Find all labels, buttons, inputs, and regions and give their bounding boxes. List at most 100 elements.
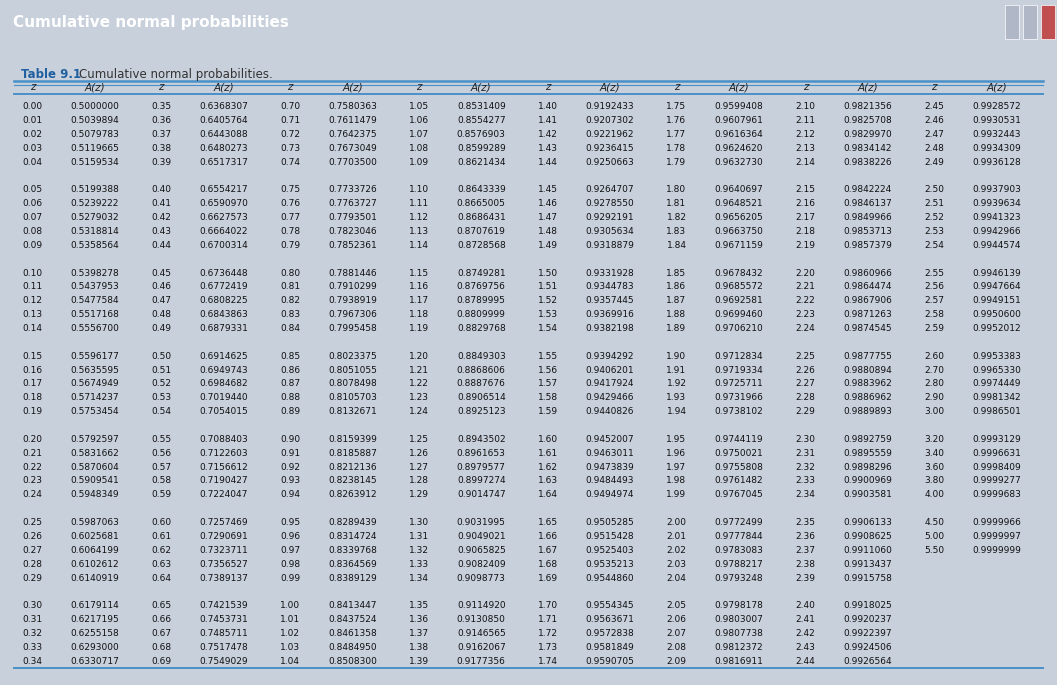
Text: 2.18: 2.18 — [795, 227, 815, 236]
Text: A(z): A(z) — [342, 82, 363, 92]
Text: 0.6330717: 0.6330717 — [71, 657, 119, 666]
Text: 0.18: 0.18 — [22, 393, 42, 402]
Text: 0.5714237: 0.5714237 — [71, 393, 119, 402]
Text: 0.08: 0.08 — [22, 227, 42, 236]
Text: 0.5987063: 0.5987063 — [71, 518, 119, 527]
Text: 1.86: 1.86 — [666, 282, 687, 291]
Text: 1.35: 1.35 — [409, 601, 429, 610]
Text: 0.9484493: 0.9484493 — [586, 477, 634, 486]
Text: 0.94: 0.94 — [280, 490, 300, 499]
Text: 0.20: 0.20 — [22, 435, 42, 444]
Text: 2.38: 2.38 — [795, 560, 815, 569]
Text: 5.50: 5.50 — [924, 546, 944, 555]
Text: 2.16: 2.16 — [795, 199, 815, 208]
Text: 0.9928572: 0.9928572 — [972, 102, 1021, 111]
Text: 2.53: 2.53 — [924, 227, 944, 236]
Bar — [1005, 5, 1019, 39]
Text: 1.25: 1.25 — [409, 435, 429, 444]
Text: 1.39: 1.39 — [409, 657, 429, 666]
Text: 0.9816911: 0.9816911 — [715, 657, 763, 666]
Text: 1.95: 1.95 — [666, 435, 687, 444]
Text: 0.9494974: 0.9494974 — [586, 490, 634, 499]
Text: 0.8707619: 0.8707619 — [457, 227, 505, 236]
Text: 0.6405764: 0.6405764 — [200, 116, 248, 125]
Text: 0.7995458: 0.7995458 — [328, 324, 376, 333]
Text: 1.64: 1.64 — [538, 490, 558, 499]
Text: 0.7290691: 0.7290691 — [199, 532, 248, 541]
Text: 1.77: 1.77 — [666, 130, 687, 139]
Text: 1.44: 1.44 — [538, 158, 558, 166]
Text: 2.12: 2.12 — [795, 130, 815, 139]
Text: 2.14: 2.14 — [795, 158, 815, 166]
Text: 0.9114920: 0.9114920 — [457, 601, 505, 610]
Text: 2.29: 2.29 — [795, 407, 815, 416]
Text: 0.9903581: 0.9903581 — [843, 490, 892, 499]
Text: 0.7257469: 0.7257469 — [200, 518, 248, 527]
Text: 0.5556700: 0.5556700 — [71, 324, 119, 333]
Text: 1.81: 1.81 — [666, 199, 687, 208]
Text: 1.87: 1.87 — [666, 297, 687, 306]
Text: 1.97: 1.97 — [666, 462, 687, 472]
Text: 2.09: 2.09 — [667, 657, 686, 666]
Text: 0.9942966: 0.9942966 — [972, 227, 1021, 236]
Text: 0.9656205: 0.9656205 — [715, 213, 763, 222]
Text: 1.92: 1.92 — [667, 379, 686, 388]
Text: 0.6736448: 0.6736448 — [200, 269, 248, 277]
Text: 0.8621434: 0.8621434 — [457, 158, 505, 166]
Text: 1.36: 1.36 — [409, 615, 429, 624]
Text: 0.9505285: 0.9505285 — [586, 518, 634, 527]
Text: 1.41: 1.41 — [538, 116, 558, 125]
Text: 2.15: 2.15 — [795, 186, 815, 195]
Text: z: z — [545, 82, 551, 92]
Text: 0.9250663: 0.9250663 — [586, 158, 634, 166]
Text: 0.6627573: 0.6627573 — [199, 213, 248, 222]
Text: 0.26: 0.26 — [22, 532, 42, 541]
Text: 2.57: 2.57 — [924, 297, 944, 306]
Text: 2.28: 2.28 — [795, 393, 815, 402]
Text: 0.6590970: 0.6590970 — [199, 199, 248, 208]
Text: 0.24: 0.24 — [22, 490, 42, 499]
Text: 0.9049021: 0.9049021 — [457, 532, 505, 541]
Text: 1.66: 1.66 — [538, 532, 558, 541]
Text: 0.7549029: 0.7549029 — [200, 657, 248, 666]
Text: 1.75: 1.75 — [666, 102, 687, 111]
Text: 0.69: 0.69 — [151, 657, 171, 666]
Text: 1.24: 1.24 — [409, 407, 429, 416]
Text: z: z — [159, 82, 164, 92]
Text: 0.33: 0.33 — [22, 643, 42, 652]
Text: 2.27: 2.27 — [795, 379, 815, 388]
Text: 0.9082409: 0.9082409 — [457, 560, 505, 569]
Text: 0.8023375: 0.8023375 — [328, 351, 376, 361]
Text: 0.77: 0.77 — [280, 213, 300, 222]
Text: 1.23: 1.23 — [409, 393, 429, 402]
Text: 0.42: 0.42 — [151, 213, 171, 222]
Text: 0.6480273: 0.6480273 — [200, 144, 248, 153]
Text: 0.6217195: 0.6217195 — [71, 615, 119, 624]
Text: 0.6443088: 0.6443088 — [200, 130, 248, 139]
Text: 0.8728568: 0.8728568 — [457, 241, 505, 250]
Text: 1.34: 1.34 — [409, 573, 429, 582]
Text: 2.25: 2.25 — [795, 351, 815, 361]
Text: 0.8554277: 0.8554277 — [457, 116, 505, 125]
Text: 0.8339768: 0.8339768 — [328, 546, 377, 555]
Text: 0.9867906: 0.9867906 — [843, 297, 892, 306]
Text: 1.82: 1.82 — [667, 213, 686, 222]
Text: 0.8686431: 0.8686431 — [457, 213, 505, 222]
Text: 0.9318879: 0.9318879 — [586, 241, 634, 250]
Text: 0.9725711: 0.9725711 — [715, 379, 763, 388]
Text: 0.04: 0.04 — [22, 158, 42, 166]
Text: 0.90: 0.90 — [280, 435, 300, 444]
Text: z: z — [802, 82, 808, 92]
Text: 0.60: 0.60 — [151, 518, 171, 527]
Text: 0.9947664: 0.9947664 — [972, 282, 1021, 291]
Text: 1.72: 1.72 — [538, 629, 558, 638]
Text: 0.9192433: 0.9192433 — [586, 102, 634, 111]
Text: 0.7453731: 0.7453731 — [199, 615, 248, 624]
Text: 0.9926564: 0.9926564 — [843, 657, 892, 666]
Text: 0.9924506: 0.9924506 — [843, 643, 892, 652]
Text: A(z): A(z) — [986, 82, 1007, 92]
Text: 0.7389137: 0.7389137 — [199, 573, 248, 582]
Text: 0.9382198: 0.9382198 — [586, 324, 634, 333]
Text: 0.8769756: 0.8769756 — [457, 282, 505, 291]
Text: 0.50: 0.50 — [151, 351, 171, 361]
